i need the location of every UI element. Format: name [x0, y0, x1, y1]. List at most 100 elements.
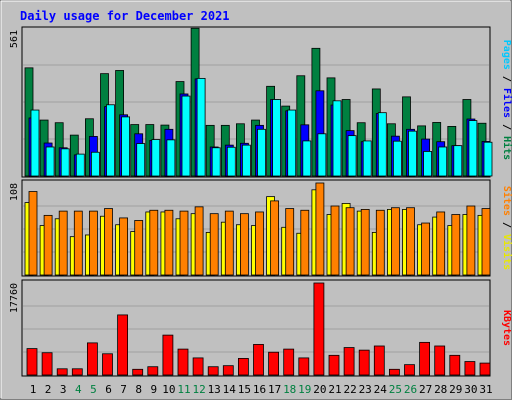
bar-pages-day-14: [226, 146, 236, 177]
x-label-day-16: 16: [253, 383, 266, 396]
bar-sites-day-22: [345, 207, 355, 276]
bar-sites-day-3: [58, 210, 68, 276]
bar-pages-day-23: [362, 140, 372, 177]
bar-pages-day-21: [332, 100, 342, 177]
bar-pages-day-15: [241, 144, 251, 177]
x-label-day-25: 25: [389, 383, 402, 396]
bar-sites-day-1: [28, 191, 38, 276]
bar-kbytes-day-29: [449, 354, 461, 376]
x-label-day-6: 6: [105, 383, 112, 396]
bar-sites-day-8: [134, 220, 144, 276]
x-label-day-17: 17: [268, 383, 281, 396]
bar-kbytes-day-27: [419, 341, 431, 376]
bar-kbytes-day-17: [268, 351, 280, 376]
x-label-day-13: 13: [208, 383, 221, 396]
bar-kbytes-day-12: [192, 357, 204, 376]
bar-pages-day-12: [196, 77, 206, 177]
bar-pages-day-3: [60, 148, 70, 177]
bar-sites-day-28: [436, 211, 446, 276]
bar-kbytes-day-23: [358, 349, 370, 376]
bar-kbytes-day-13: [207, 366, 219, 376]
bar-kbytes-day-6: [102, 353, 113, 376]
bottom-scale-max-label: 17760: [9, 283, 20, 313]
bar-sites-day-18: [285, 208, 295, 276]
bar-sites-day-4: [73, 210, 83, 276]
x-label-day-28: 28: [434, 383, 447, 396]
x-label-day-11: 11: [177, 383, 190, 396]
bar-kbytes-day-18: [283, 348, 295, 376]
bar-pages-day-29: [453, 145, 463, 177]
x-label-day-8: 8: [135, 383, 142, 396]
legend-hits: Hits: [501, 136, 512, 160]
bar-kbytes-day-5: [87, 342, 98, 376]
chart-title: Daily usage for December 2021: [20, 9, 230, 23]
bar-sites-day-26: [406, 207, 415, 276]
bar-pages-day-25: [392, 140, 402, 177]
bar-kbytes-day-9: [147, 366, 159, 376]
bar-kbytes-day-25: [388, 368, 400, 376]
x-label-day-5: 5: [90, 383, 97, 396]
bar-pages-day-30: [468, 120, 478, 177]
x-label-day-2: 2: [45, 383, 52, 396]
middle-series-legend: Sites / Visits: [501, 186, 512, 270]
bar-kbytes-day-16: [253, 344, 264, 376]
x-label-day-15: 15: [238, 383, 251, 396]
bar-sites-day-6: [104, 208, 113, 276]
legend-sep-3: /: [501, 216, 512, 234]
legend-files: Files: [501, 88, 512, 118]
x-label-day-30: 30: [464, 383, 477, 396]
bar-sites-day-21: [330, 205, 340, 276]
bar-sites-day-27: [421, 222, 431, 276]
bar-pages-day-22: [347, 135, 357, 177]
bar-sites-day-9: [149, 209, 159, 276]
bar-pages-day-9: [151, 139, 161, 177]
bar-pages-day-7: [121, 116, 130, 177]
bar-pages-day-4: [75, 153, 85, 177]
bar-sites-day-30: [466, 205, 476, 276]
x-label-day-31: 31: [479, 383, 492, 396]
x-label-day-23: 23: [359, 383, 372, 396]
bar-kbytes-day-26: [404, 364, 415, 376]
bar-sites-day-20: [315, 182, 325, 276]
bar-kbytes-day-15: [237, 358, 249, 376]
bar-kbytes-day-24: [373, 345, 385, 376]
x-label-day-3: 3: [60, 383, 67, 396]
x-axis-day-labels: 1 2 3 4 5 6 7 8 9 10 11 12 13 14 15 16 17 18 19 20 21 22 23 24 2…: [30, 383, 493, 396]
bar-pages-day-6: [106, 104, 115, 177]
bar-kbytes-day-31: [479, 362, 491, 376]
bar-pages-day-11: [181, 95, 191, 177]
bar-pages-day-17: [272, 99, 282, 177]
bar-sites-day-14: [224, 210, 234, 276]
bar-kbytes-day-1: [26, 348, 38, 376]
bar-sites-day-16: [255, 211, 264, 276]
legend-pages: Pages: [501, 40, 512, 70]
x-label-day-9: 9: [150, 383, 157, 396]
x-label-day-1: 1: [30, 383, 37, 396]
bar-kbytes-day-30: [464, 361, 476, 376]
legend-visits: Visits: [501, 234, 512, 270]
bar-pages-day-18: [287, 109, 297, 177]
x-label-day-21: 21: [328, 383, 341, 396]
bar-sites-day-17: [270, 200, 280, 276]
bar-kbytes-day-4: [71, 368, 83, 376]
bars-layer: [24, 27, 493, 376]
bar-kbytes-day-8: [132, 368, 144, 376]
legend-sep-1: /: [501, 70, 512, 88]
x-label-day-26: 26: [404, 383, 417, 396]
bar-pages-day-2: [45, 146, 55, 177]
bar-pages-day-27: [423, 151, 433, 177]
bottom-series-legend: KBytes: [501, 310, 512, 346]
legend-sites: Sites: [501, 186, 512, 216]
bar-sites-day-15: [239, 213, 249, 276]
bar-sites-day-5: [89, 210, 98, 276]
bar-sites-day-11: [179, 210, 189, 276]
x-label-day-18: 18: [283, 383, 296, 396]
x-label-day-29: 29: [449, 383, 462, 396]
x-label-day-20: 20: [313, 383, 326, 396]
bar-sites-day-19: [300, 209, 310, 276]
top-scale-max-label: 561: [9, 30, 20, 48]
bar-pages-day-1: [30, 109, 40, 177]
x-label-day-27: 27: [419, 383, 432, 396]
bar-pages-day-10: [166, 139, 176, 177]
